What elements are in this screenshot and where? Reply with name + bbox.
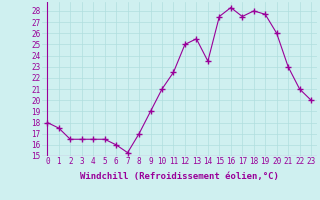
X-axis label: Windchill (Refroidissement éolien,°C): Windchill (Refroidissement éolien,°C) (80, 172, 279, 181)
